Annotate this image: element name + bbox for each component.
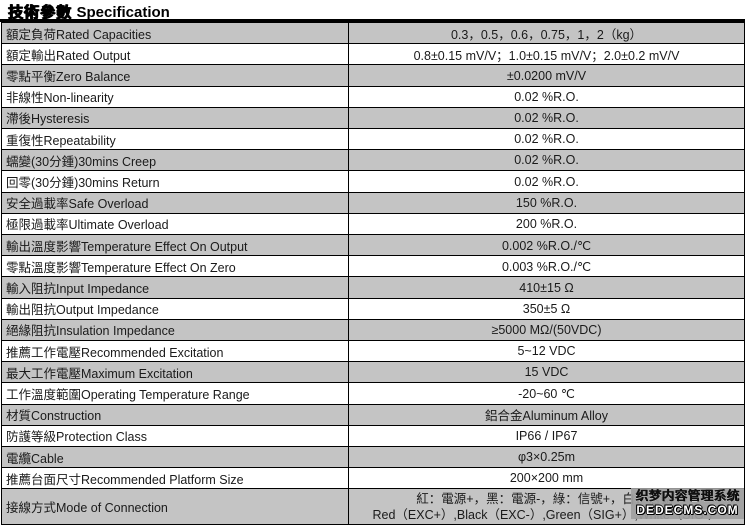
spec-label-cell: 絕緣阻抗Insulation Impedance [1, 318, 349, 342]
spec-value-cell: 0.02 %R.O. [348, 106, 745, 130]
spec-value-cell: IP66 / IP67 [348, 424, 745, 448]
spec-value-cell: 150 %R.O. [348, 191, 745, 214]
spec-value-cell: 350±5 Ω [348, 297, 745, 320]
table-row: 最大工作電壓Maximum Excitation 15 VDC [1, 361, 745, 384]
table-row: 零點平衡Zero Balance ±0.0200 mV/V [1, 64, 745, 87]
spec-label-cell: 回零(30分鍾)30mins Return [1, 170, 349, 193]
spec-value-cell: 0.02 %R.O. [348, 85, 745, 108]
table-row: 防護等級Protection Class IP66 / IP67 [1, 424, 745, 448]
table-row: 推薦工作電壓Recommended Excitation 5~12 VDC [1, 340, 745, 363]
table-row: 額定輸出Rated Output 0.8±0.15 mV/V；1.0±0.15 … [1, 43, 745, 66]
table-row: 極限過載率Ultimate Overload 200 %R.O. [1, 212, 745, 236]
spec-value-cell: 0.3，0.5，0.6，0.75，1，2（kg） [348, 21, 745, 45]
spec-value-cell: 200×200 mm [348, 467, 745, 490]
spec-label-cell: 滯後Hysteresis [1, 106, 349, 130]
spec-value-cell: 15 VDC [348, 361, 745, 384]
spec-label-cell: 輸出溫度影響Temperature Effect On Output [1, 234, 349, 257]
table-row: 絕緣阻抗Insulation Impedance ≥5000 MΩ/(50VDC… [1, 318, 745, 342]
spec-value-cell: -20~60 ℃ [348, 382, 745, 405]
table-row: 推薦台面尺寸Recommended Platform Size 200×200 … [1, 467, 745, 490]
spec-value-cell: 5~12 VDC [348, 340, 745, 363]
table-row: 電纜Cable φ3×0.25m [1, 446, 745, 469]
spec-label-cell: 推薦工作電壓Recommended Excitation [1, 340, 349, 363]
spec-label-cell: 額定負荷Rated Capacities [1, 21, 349, 45]
spec-value-cell: ≥5000 MΩ/(50VDC) [348, 318, 745, 342]
spec-value-cell: 0.002 %R.O./℃ [348, 234, 745, 257]
table-row: 蠕變(30分鍾)30mins Creep 0.02 %R.O. [1, 149, 745, 172]
spec-label-cell: 推薦台面尺寸Recommended Platform Size [1, 467, 349, 490]
spec-label-cell: 重復性Repeatability [1, 128, 349, 151]
spec-label-cell: 材質Construction [1, 403, 349, 426]
watermark-chinese-text: 织梦内容管理系统 [635, 489, 740, 503]
spec-table: 額定負荷Rated Capacities 0.3，0.5，0.6，0.75，1，… [1, 21, 745, 525]
table-row: 輸出溫度影響Temperature Effect On Output 0.002… [1, 234, 745, 257]
table-row: 重復性Repeatability 0.02 %R.O. [1, 128, 745, 151]
page-title-english: Specification [76, 4, 170, 21]
spec-label-cell: 額定輸出Rated Output [1, 43, 349, 66]
table-row: 工作溫度範圍Operating Temperature Range -20~60… [1, 382, 745, 405]
spec-value-cell: 0.8±0.15 mV/V；1.0±0.15 mV/V；2.0±0.2 mV/V [348, 43, 745, 66]
spec-label-cell: 零點溫度影響Temperature Effect On Zero [1, 255, 349, 278]
spec-label-cell: 工作溫度範圍Operating Temperature Range [1, 382, 349, 405]
spec-table-body: 額定負荷Rated Capacities 0.3，0.5，0.6，0.75，1，… [1, 21, 745, 525]
table-row: 滯後Hysteresis 0.02 %R.O. [1, 106, 745, 130]
spec-label-cell: 接線方式Mode of Connection [1, 488, 349, 525]
spec-value-cell: 鋁合金Aluminum Alloy [348, 403, 745, 426]
spec-label-cell: 安全過載率Safe Overload [1, 191, 349, 214]
spec-label-cell: 最大工作電壓Maximum Excitation [1, 361, 349, 384]
spec-value-cell: 410±15 Ω [348, 276, 745, 299]
spec-label-cell: 輸入阻抗Input Impedance [1, 276, 349, 299]
table-row: 輸出阻抗Output Impedance 350±5 Ω [1, 297, 745, 320]
spec-value-cell: 0.02 %R.O. [348, 170, 745, 193]
table-row: 非線性Non-linearity 0.02 %R.O. [1, 85, 745, 108]
spec-value-cell: 0.003 %R.O./℃ [348, 255, 745, 278]
table-row: 材質Construction 鋁合金Aluminum Alloy [1, 403, 745, 426]
spec-label-cell: 蠕變(30分鍾)30mins Creep [1, 149, 349, 172]
table-row: 輸入阻抗Input Impedance 410±15 Ω [1, 276, 745, 299]
spec-label-cell: 防護等級Protection Class [1, 424, 349, 448]
spec-value-cell: 0.02 %R.O. [348, 128, 745, 151]
spec-value-cell: 200 %R.O. [348, 212, 745, 236]
spec-label-cell: 極限過載率Ultimate Overload [1, 212, 349, 236]
spec-label-cell: 輸出阻抗Output Impedance [1, 297, 349, 320]
watermark-site-text: DEDECMS.COM [636, 503, 739, 517]
spec-label-cell: 非線性Non-linearity [1, 85, 349, 108]
spec-value-cell: 0.02 %R.O. [348, 149, 745, 172]
watermark-badge: 织梦内容管理系统 DEDECMS.COM [631, 488, 744, 519]
page-title-chinese: 技術參數 [8, 4, 73, 21]
spec-value-cell: φ3×0.25m [348, 446, 745, 469]
table-row: 額定負荷Rated Capacities 0.3，0.5，0.6，0.75，1，… [1, 21, 745, 45]
spec-value-cell: ±0.0200 mV/V [348, 64, 745, 87]
spec-label-cell: 電纜Cable [1, 446, 349, 469]
spec-label-cell: 零點平衡Zero Balance [1, 64, 349, 87]
table-row: 零點溫度影響Temperature Effect On Zero 0.003 %… [1, 255, 745, 278]
table-row: 安全過載率Safe Overload 150 %R.O. [1, 191, 745, 214]
page-header: 技術參數 Specification [0, 0, 745, 22]
table-row: 回零(30分鍾)30mins Return 0.02 %R.O. [1, 170, 745, 193]
spec-value-line: 紅：電源+，黑：電源-，綠：信號+，白：信號- [416, 491, 677, 506]
